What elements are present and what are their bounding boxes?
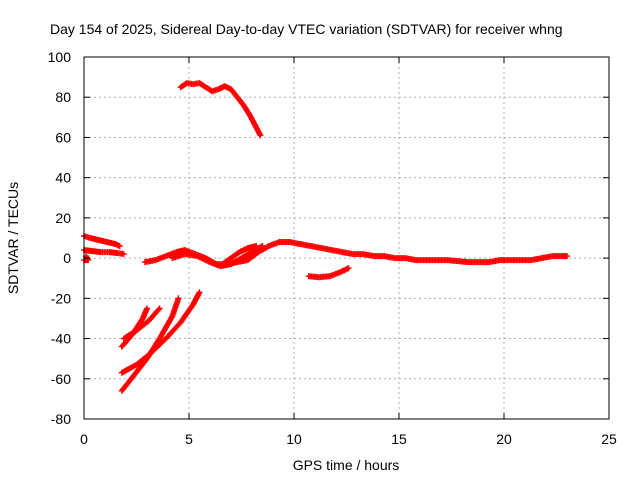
y-axis-label: SDTVAR / TECUs — [5, 182, 21, 294]
y-tick-label: 0 — [63, 250, 71, 266]
y-tick-label: -20 — [51, 290, 71, 306]
data-markers — [177, 80, 264, 139]
data-markers — [118, 289, 203, 376]
data-series-arc-mid-4 — [305, 265, 352, 281]
axis-tick-labels: 0 5 10 15 20 25 -80 -60 -40 -20 0 20 40 60 80 100 — [48, 49, 617, 447]
y-tick-label: 20 — [55, 210, 71, 226]
axis-ticks — [83, 56, 610, 420]
plot-frame — [83, 56, 610, 420]
x-axis-label: GPS time / hours — [293, 457, 400, 473]
chart-title: Day 154 of 2025, Sidereal Day-to-day VTE… — [50, 21, 563, 37]
x-tick-label: 10 — [286, 431, 302, 447]
y-tick-label: 40 — [55, 170, 71, 186]
y-tick-label: -40 — [51, 331, 71, 347]
x-tick-label: 5 — [185, 431, 193, 447]
data-series-arc-mid-3 — [219, 243, 260, 268]
data-series-arc-steep-3 — [118, 289, 203, 376]
y-tick-label: 60 — [55, 129, 71, 145]
y-tick-label: 100 — [48, 49, 72, 65]
data-series-arc-top — [177, 80, 264, 139]
x-tick-label: 25 — [601, 431, 617, 447]
y-tick-label: -60 — [51, 371, 71, 387]
plot-background — [84, 57, 609, 419]
x-tick-label: 20 — [496, 431, 512, 447]
y-tick-label: -80 — [51, 411, 71, 427]
data-markers — [219, 243, 260, 268]
grid-lines — [84, 57, 609, 419]
x-tick-label: 15 — [391, 431, 407, 447]
y-tick-label: 80 — [55, 89, 71, 105]
x-tick-label: 0 — [80, 431, 88, 447]
data-markers — [120, 305, 163, 342]
data-series-arc-steep-4 — [120, 305, 163, 342]
data-points — [81, 80, 570, 394]
data-markers — [305, 265, 352, 281]
